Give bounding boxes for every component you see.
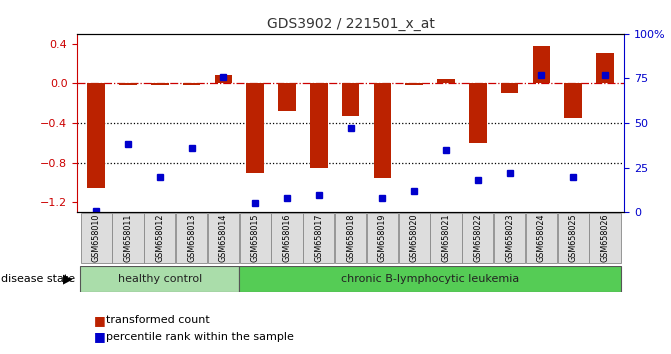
FancyBboxPatch shape [208,213,239,263]
Text: GSM658024: GSM658024 [537,214,546,262]
FancyBboxPatch shape [335,213,366,263]
FancyBboxPatch shape [558,213,588,263]
FancyBboxPatch shape [113,213,144,263]
Text: ■: ■ [94,331,106,343]
FancyBboxPatch shape [589,213,621,263]
Text: ■: ■ [94,314,106,327]
Text: GSM658011: GSM658011 [123,214,133,262]
Bar [215,75,232,83]
Text: disease state: disease state [1,274,75,284]
Text: chronic B-lymphocytic leukemia: chronic B-lymphocytic leukemia [341,274,519,284]
Bar [374,83,391,178]
FancyBboxPatch shape [272,213,303,263]
Text: ▶: ▶ [63,272,72,285]
Bar [405,83,423,85]
FancyBboxPatch shape [430,213,462,263]
Bar [342,83,360,116]
FancyBboxPatch shape [303,213,334,263]
Bar [119,83,137,85]
FancyBboxPatch shape [526,213,557,263]
Bar [597,53,614,83]
FancyBboxPatch shape [367,213,398,263]
Text: GSM658023: GSM658023 [505,214,514,262]
FancyBboxPatch shape [240,213,271,263]
Text: GSM658010: GSM658010 [92,214,101,262]
Text: GSM658012: GSM658012 [155,214,164,262]
FancyBboxPatch shape [462,213,493,263]
FancyBboxPatch shape [81,266,240,292]
Bar [246,83,264,173]
Bar [278,83,296,111]
Text: GSM658018: GSM658018 [346,214,355,262]
Text: GSM658014: GSM658014 [219,214,228,262]
Bar [533,46,550,83]
FancyBboxPatch shape [399,213,429,263]
Text: GSM658020: GSM658020 [410,214,419,262]
Bar [469,83,486,143]
Bar [501,83,518,93]
FancyBboxPatch shape [81,213,112,263]
Text: GSM658019: GSM658019 [378,214,387,262]
FancyBboxPatch shape [240,266,621,292]
Text: GSM658022: GSM658022 [473,214,482,262]
Text: GSM658016: GSM658016 [282,214,291,262]
FancyBboxPatch shape [176,213,207,263]
Text: GSM658015: GSM658015 [251,214,260,262]
Text: healthy control: healthy control [117,274,202,284]
FancyBboxPatch shape [144,213,175,263]
Text: percentile rank within the sample: percentile rank within the sample [106,332,294,342]
Text: GSM658017: GSM658017 [314,214,323,262]
FancyBboxPatch shape [494,213,525,263]
Bar [151,83,168,85]
Bar [564,83,582,118]
Text: GSM658021: GSM658021 [442,214,450,262]
Text: GSM658026: GSM658026 [601,214,609,262]
Bar [183,83,201,85]
Bar [437,79,455,83]
Bar [87,83,105,188]
Title: GDS3902 / 221501_x_at: GDS3902 / 221501_x_at [266,17,435,31]
Bar [310,83,327,168]
Text: transformed count: transformed count [106,315,210,325]
Text: GSM658013: GSM658013 [187,214,196,262]
Text: GSM658025: GSM658025 [568,214,578,262]
